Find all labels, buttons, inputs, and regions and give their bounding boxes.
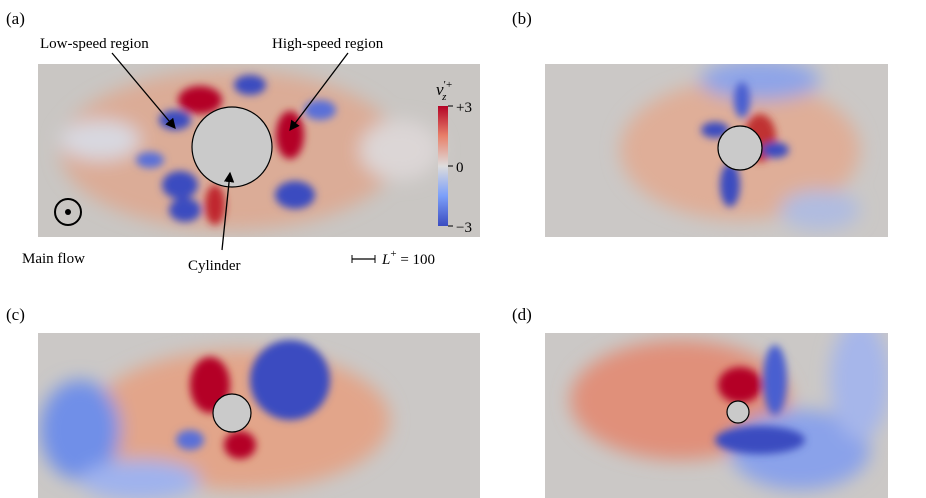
colorbar-label: −3 [456,220,472,236]
field-a [38,64,480,237]
annotation: Cylinder [188,258,241,274]
panel-label: (d) [512,305,532,324]
scale-value: = 100 [397,252,435,268]
colorbar-label: +3 [456,100,472,116]
field-b [545,64,888,237]
panel-label: (a) [6,9,25,28]
superscript: + [390,248,396,260]
field-c [38,333,480,498]
arrow [289,52,349,132]
field-d [545,333,888,498]
panel-label: (c) [6,305,25,324]
colorbar-label: 0 [456,160,464,176]
annotation: Main flow [22,251,85,267]
annotation: High-speed region [272,36,384,52]
symbol: v [436,80,444,99]
annotation: Low-speed region [40,36,149,52]
scale-label: L+ = 100 [381,248,435,268]
arrow [111,52,176,129]
panel-label: (b) [512,9,532,28]
superscript: ′+ [444,79,453,91]
colorbar [438,106,448,226]
arrow [221,171,235,251]
symbol: L [381,252,390,268]
subscript: z [441,91,447,103]
colorbar-title: v′+ z [436,79,452,103]
